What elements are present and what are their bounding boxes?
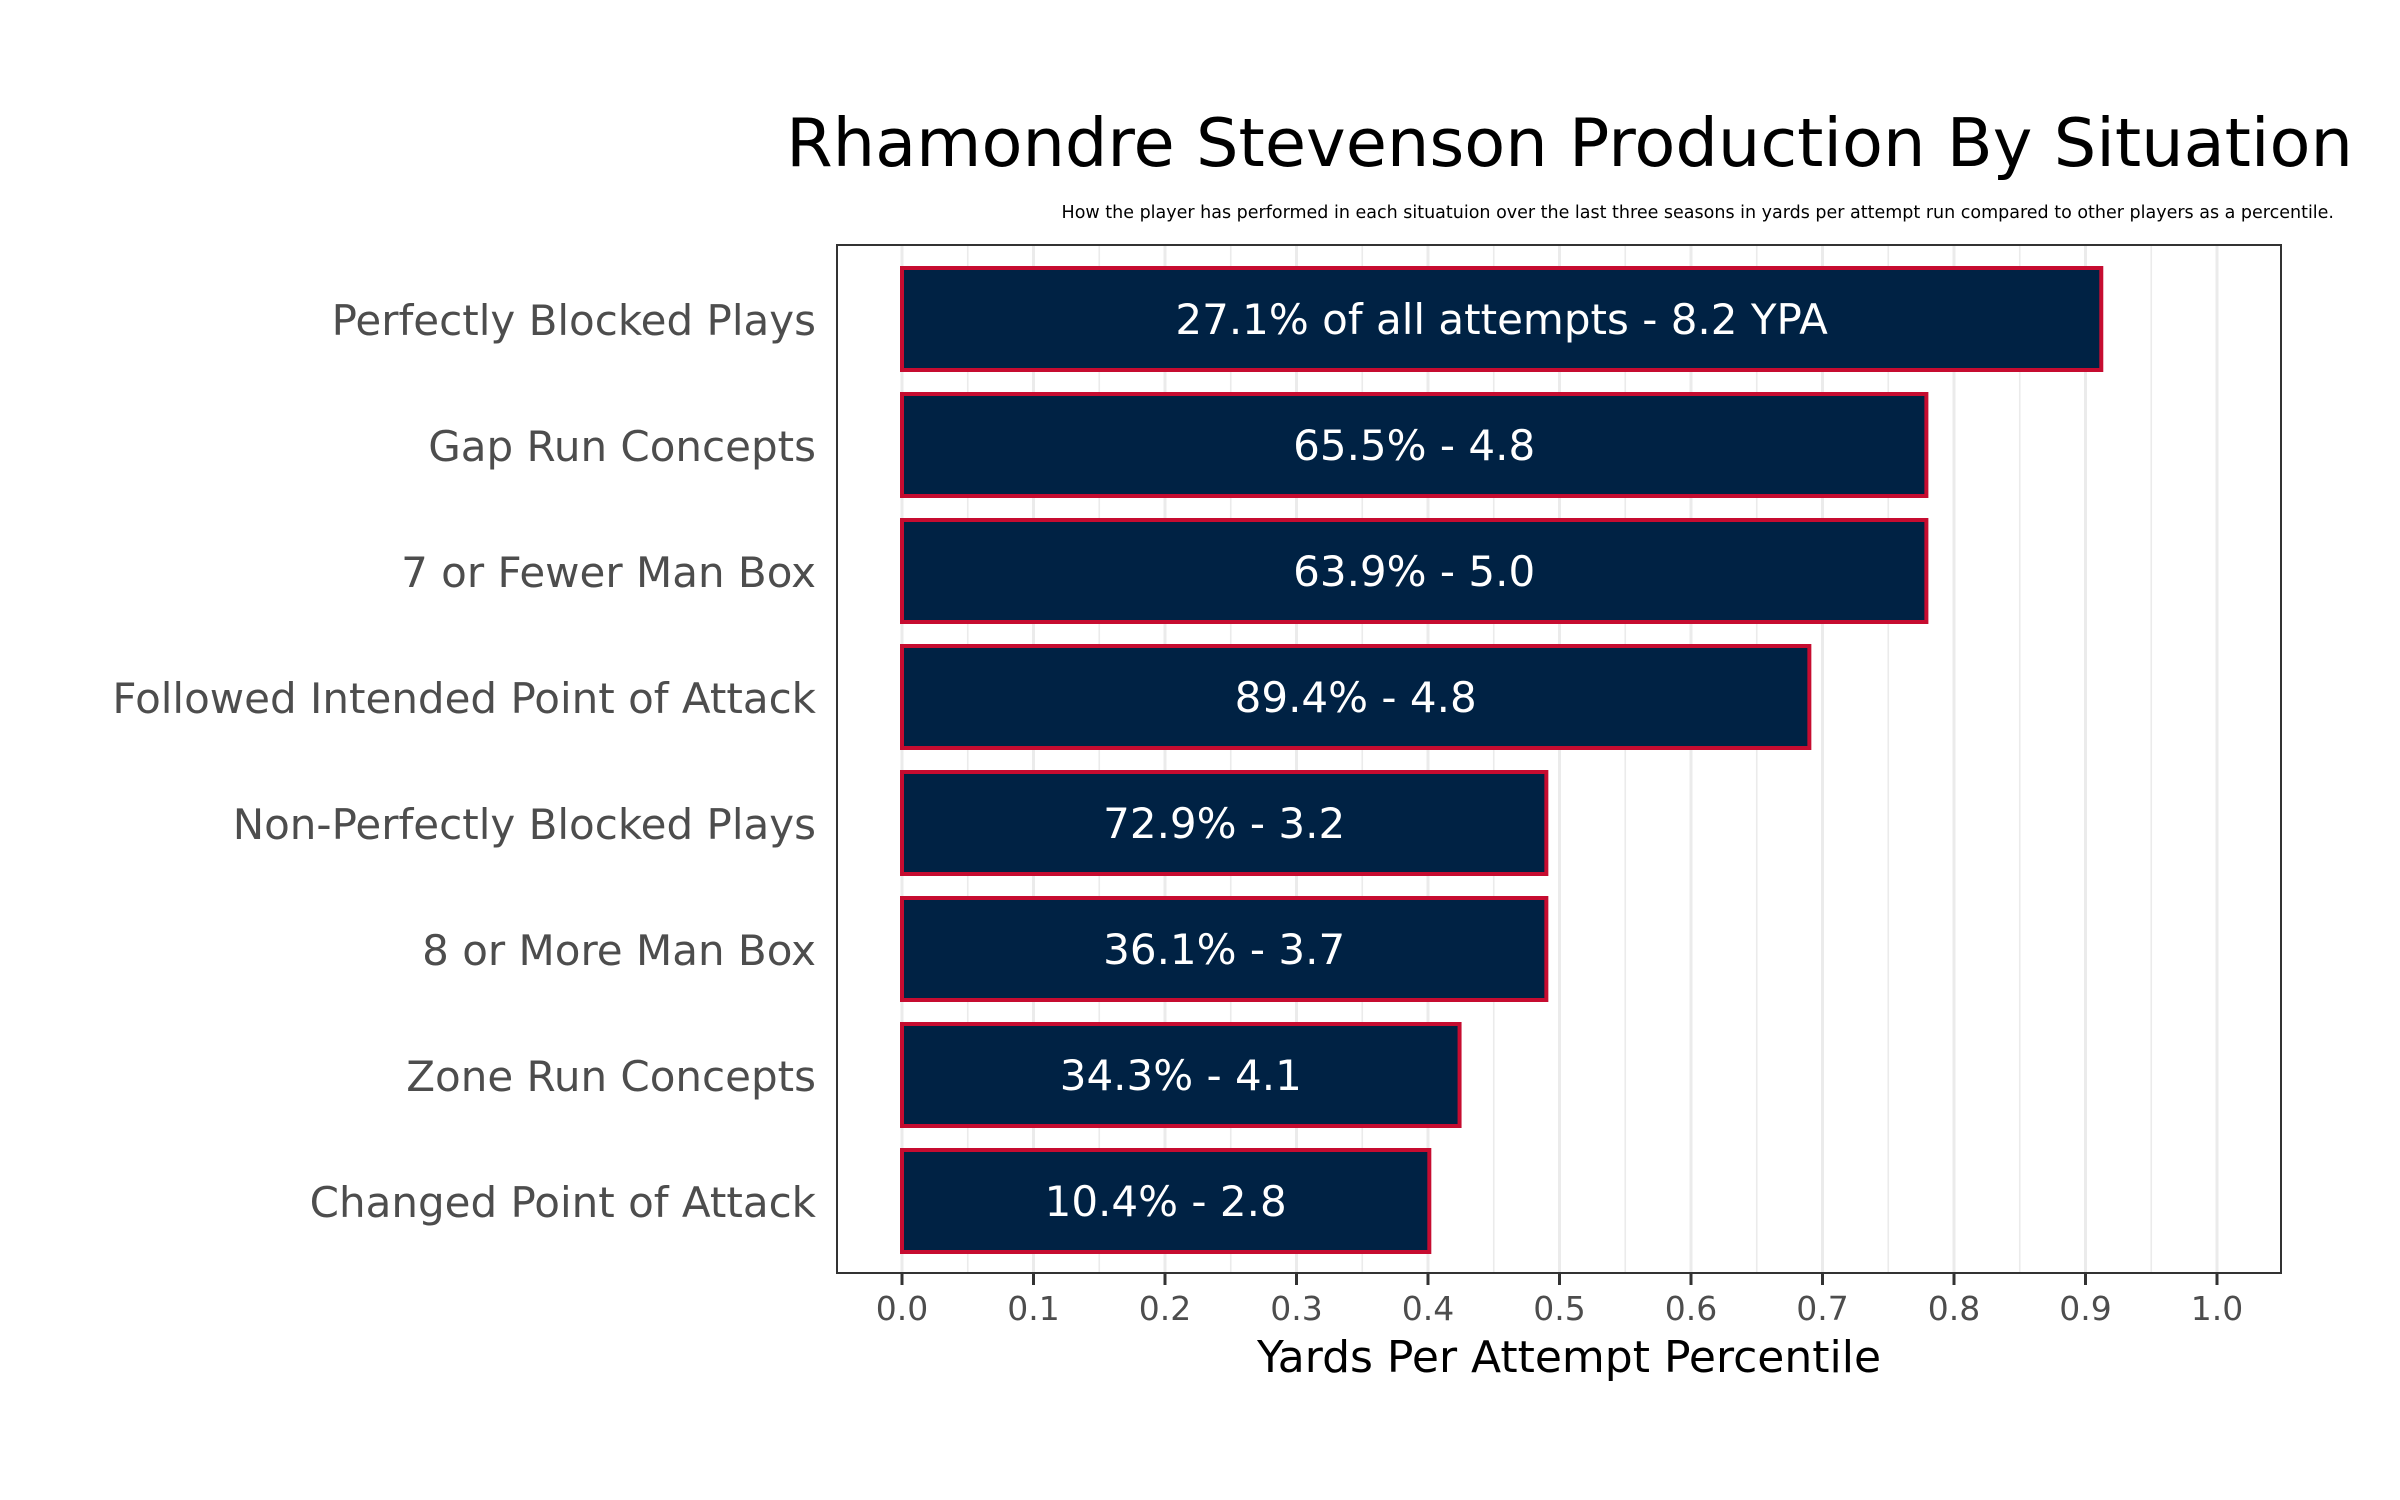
bar (900, 1022, 1462, 1128)
x-tick-label: 0.9 (2059, 1289, 2111, 1328)
bar (900, 1148, 1432, 1254)
x-tick-label: 0.0 (876, 1289, 928, 1328)
bar-data-label: 34.3% - 4.1 (1060, 1051, 1302, 1100)
bar-data-label: 65.5% - 4.8 (1293, 421, 1535, 470)
chart-title: Rhamondre Stevenson Production By Situat… (786, 104, 2353, 182)
y-axis-label: 8 or More Man Box (422, 926, 816, 975)
bar-data-label: 63.9% - 5.0 (1293, 547, 1535, 596)
x-axis-title: Yards Per Attempt Percentile (1256, 1332, 1881, 1383)
bar (900, 644, 1812, 750)
y-axis-label: Followed Intended Point of Attack (112, 674, 816, 723)
x-tick-label: 0.8 (1928, 1289, 1980, 1328)
x-tick-label: 0.4 (1402, 1289, 1454, 1328)
bar (900, 518, 1929, 624)
chart-subtitle: How the player has performed in each sit… (1062, 203, 2334, 223)
bar (900, 266, 2104, 372)
y-axis-label: Zone Run Concepts (406, 1052, 816, 1101)
x-tick-label: 0.2 (1139, 1289, 1191, 1328)
bar-data-label: 72.9% - 3.2 (1103, 799, 1345, 848)
y-axis-label: 7 or Fewer Man Box (401, 548, 816, 597)
y-axis-labels: Perfectly Blocked Plays Gap Run Concepts 7… (112, 296, 816, 1227)
bar-data-label: 27.1% of all attempts - 8.2 YPA (1175, 295, 1828, 344)
x-axis-ticks: 0.0 0.1 0.2 0.3 0.4 0.5 0.6 0.7 0.8 0.9 1.0 (876, 1273, 2243, 1328)
x-tick-label: 0.5 (1533, 1289, 1585, 1328)
y-axis-label: Gap Run Concepts (428, 422, 816, 471)
x-tick-label: 0.6 (1665, 1289, 1717, 1328)
bar-labels: 27.1% of all attempts - 8.2 YPA 65.5% - 4… (1045, 295, 1829, 1226)
bars (900, 266, 2104, 1254)
x-tick-label: 0.7 (1796, 1289, 1848, 1328)
bar (900, 770, 1549, 876)
x-tick-label: 0.1 (1007, 1289, 1059, 1328)
y-axis-label: Changed Point of Attack (310, 1178, 817, 1227)
bar-data-label: 36.1% - 3.7 (1103, 925, 1345, 974)
bar (900, 896, 1549, 1002)
x-tick-label: 1.0 (2191, 1289, 2243, 1328)
bar-data-label: 89.4% - 4.8 (1235, 673, 1477, 722)
bar-data-label: 10.4% - 2.8 (1045, 1177, 1287, 1226)
y-axis-label: Non-Perfectly Blocked Plays (233, 800, 816, 849)
y-axis-label: Perfectly Blocked Plays (332, 296, 816, 345)
bar (900, 392, 1929, 498)
x-tick-label: 0.3 (1270, 1289, 1322, 1328)
